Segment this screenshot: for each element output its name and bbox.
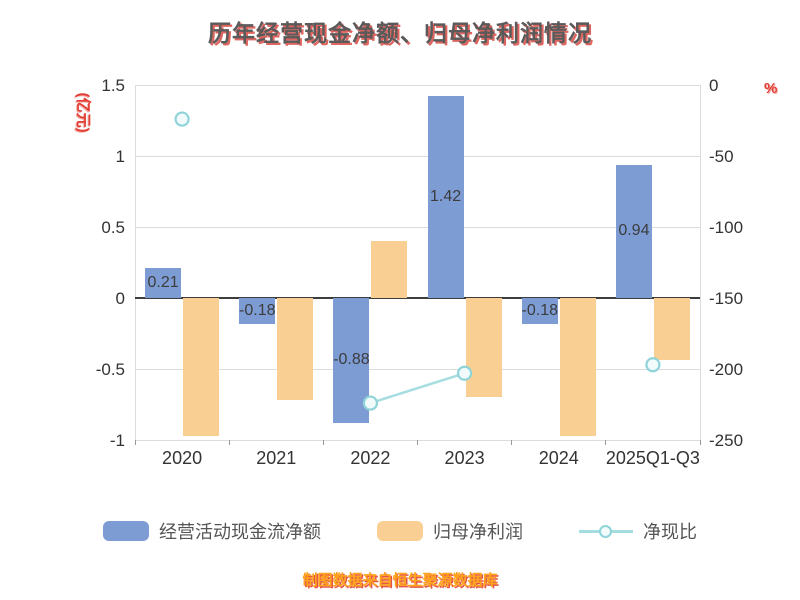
y-tick-label-left: -1: [109, 431, 125, 450]
y-tick-label-left: -0.5: [95, 360, 125, 379]
cashflow-legend-swatch: [103, 521, 149, 541]
cashflow-bar: [145, 268, 182, 298]
axis-tick-mark: [322, 440, 324, 445]
bar-value-label: -0.88: [333, 351, 370, 369]
ratio-line-legend-icon: [579, 524, 633, 538]
cashflow-bar: [239, 298, 276, 324]
cashflow-bar: [615, 164, 652, 298]
data-source-caption: 制图数据来自恒生聚源数据库: [302, 572, 498, 589]
bar-value-label: 0.94: [618, 222, 650, 240]
legend-label: 净现比: [643, 522, 697, 542]
gridline: [135, 226, 700, 228]
zero-axis-line: [135, 297, 700, 299]
plot-border: [699, 85, 701, 440]
profit-bar: [371, 241, 408, 298]
legend: 经营活动现金流净额 归母净利润 净现比: [0, 518, 800, 544]
bar-value-label: -0.18: [239, 301, 276, 319]
legend-label: 归母净利润: [433, 522, 523, 542]
profit-bar: [183, 298, 220, 436]
y-tick-label-left: 1.5: [101, 76, 125, 95]
profit-bar: [653, 298, 690, 361]
axis-tick-mark: [699, 440, 701, 445]
x-tick-label: 2023: [444, 448, 485, 468]
axis-tick-mark: [511, 440, 513, 445]
ratio-marker: [645, 357, 661, 373]
profit-bar: [277, 298, 314, 401]
legend-label: 经营活动现金流净额: [159, 522, 321, 542]
y-tick-label-right: -200: [709, 360, 744, 379]
y-tick-label-left: 1: [115, 147, 125, 166]
y-tick-label-right: -250: [709, 431, 744, 450]
x-tick-label: 2024: [538, 448, 579, 468]
ratio-line-segment: [370, 372, 465, 405]
y-tick-label-right: -50: [709, 147, 734, 166]
y-tick-label-left: 0.5: [101, 218, 125, 237]
gridline: [135, 368, 700, 370]
ratio-marker: [456, 365, 473, 381]
bar-value-label: 0.21: [147, 274, 179, 292]
x-tick-label: 2020: [162, 448, 203, 468]
chart-title: 历年经营现金净额、归母净利润情况: [208, 20, 592, 46]
x-tick-label: 2025Q1-Q3: [605, 448, 700, 468]
ratio-marker: [174, 111, 190, 127]
x-tick-label: 2022: [350, 448, 391, 468]
plot-border: [134, 85, 136, 440]
right-axis-unit-label: %: [764, 80, 778, 97]
axis-tick-mark: [417, 440, 418, 445]
bar-value-label: 1.42: [430, 188, 462, 206]
profit-bar: [465, 298, 502, 398]
axis-tick-mark: [605, 440, 607, 445]
legend-item-cash-ratio[interactable]: 净现比: [579, 518, 697, 544]
axis-tick-mark: [134, 440, 136, 445]
legend-item-operating-cashflow[interactable]: 经营活动现金流净额: [103, 518, 321, 544]
y-tick-label-right: 0: [709, 76, 719, 95]
y-tick-label-right: -150: [709, 289, 744, 308]
legend-item-net-profit[interactable]: 归母净利润: [377, 518, 523, 544]
x-tick-label: 2021: [256, 448, 297, 468]
axis-tick-mark: [228, 440, 230, 445]
ratio-marker: [362, 395, 379, 411]
cashflow-bar: [427, 96, 464, 298]
y-tick-label-right: -100: [709, 218, 744, 237]
gridline: [135, 155, 700, 157]
y-tick-label-left: 0: [115, 289, 125, 308]
bar-value-label: -0.18: [521, 301, 558, 319]
ratio-line-layer: [174, 111, 661, 411]
left-axis-unit-label: (亿元): [74, 92, 92, 133]
profit-legend-swatch: [377, 521, 423, 541]
profit-bar: [559, 298, 596, 436]
plot-area: 0.21 -0.18 -0.88 1.42 -0.18 0.94: [134, 84, 701, 445]
cashflow-bar: [521, 298, 558, 324]
gridline: [135, 84, 700, 86]
